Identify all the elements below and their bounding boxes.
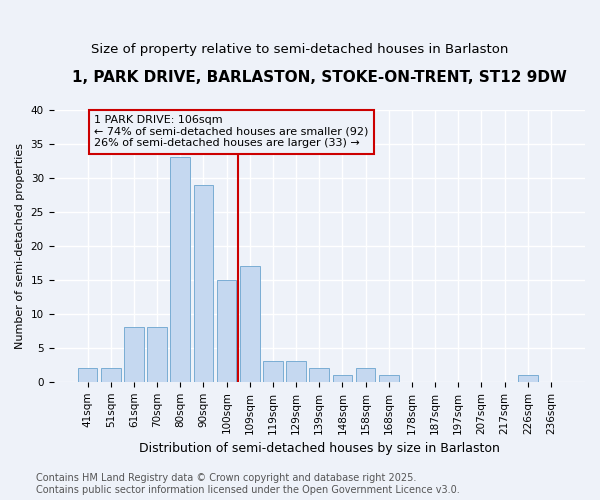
Bar — [170, 158, 190, 382]
Bar — [217, 280, 236, 382]
Bar — [332, 375, 352, 382]
X-axis label: Distribution of semi-detached houses by size in Barlaston: Distribution of semi-detached houses by … — [139, 442, 500, 455]
Text: 1 PARK DRIVE: 106sqm
← 74% of semi-detached houses are smaller (92)
26% of semi-: 1 PARK DRIVE: 106sqm ← 74% of semi-detac… — [94, 115, 369, 148]
Text: Size of property relative to semi-detached houses in Barlaston: Size of property relative to semi-detach… — [91, 42, 509, 56]
Bar — [263, 362, 283, 382]
Text: Contains HM Land Registry data © Crown copyright and database right 2025.
Contai: Contains HM Land Registry data © Crown c… — [36, 474, 460, 495]
Bar — [379, 375, 398, 382]
Bar — [310, 368, 329, 382]
Bar — [286, 362, 306, 382]
Bar — [77, 368, 97, 382]
Bar — [101, 368, 121, 382]
Title: 1, PARK DRIVE, BARLASTON, STOKE-ON-TRENT, ST12 9DW: 1, PARK DRIVE, BARLASTON, STOKE-ON-TRENT… — [72, 70, 567, 85]
Bar — [240, 266, 260, 382]
Bar — [194, 184, 213, 382]
Y-axis label: Number of semi-detached properties: Number of semi-detached properties — [15, 143, 25, 349]
Bar — [124, 328, 144, 382]
Bar — [147, 328, 167, 382]
Bar — [356, 368, 376, 382]
Bar — [518, 375, 538, 382]
